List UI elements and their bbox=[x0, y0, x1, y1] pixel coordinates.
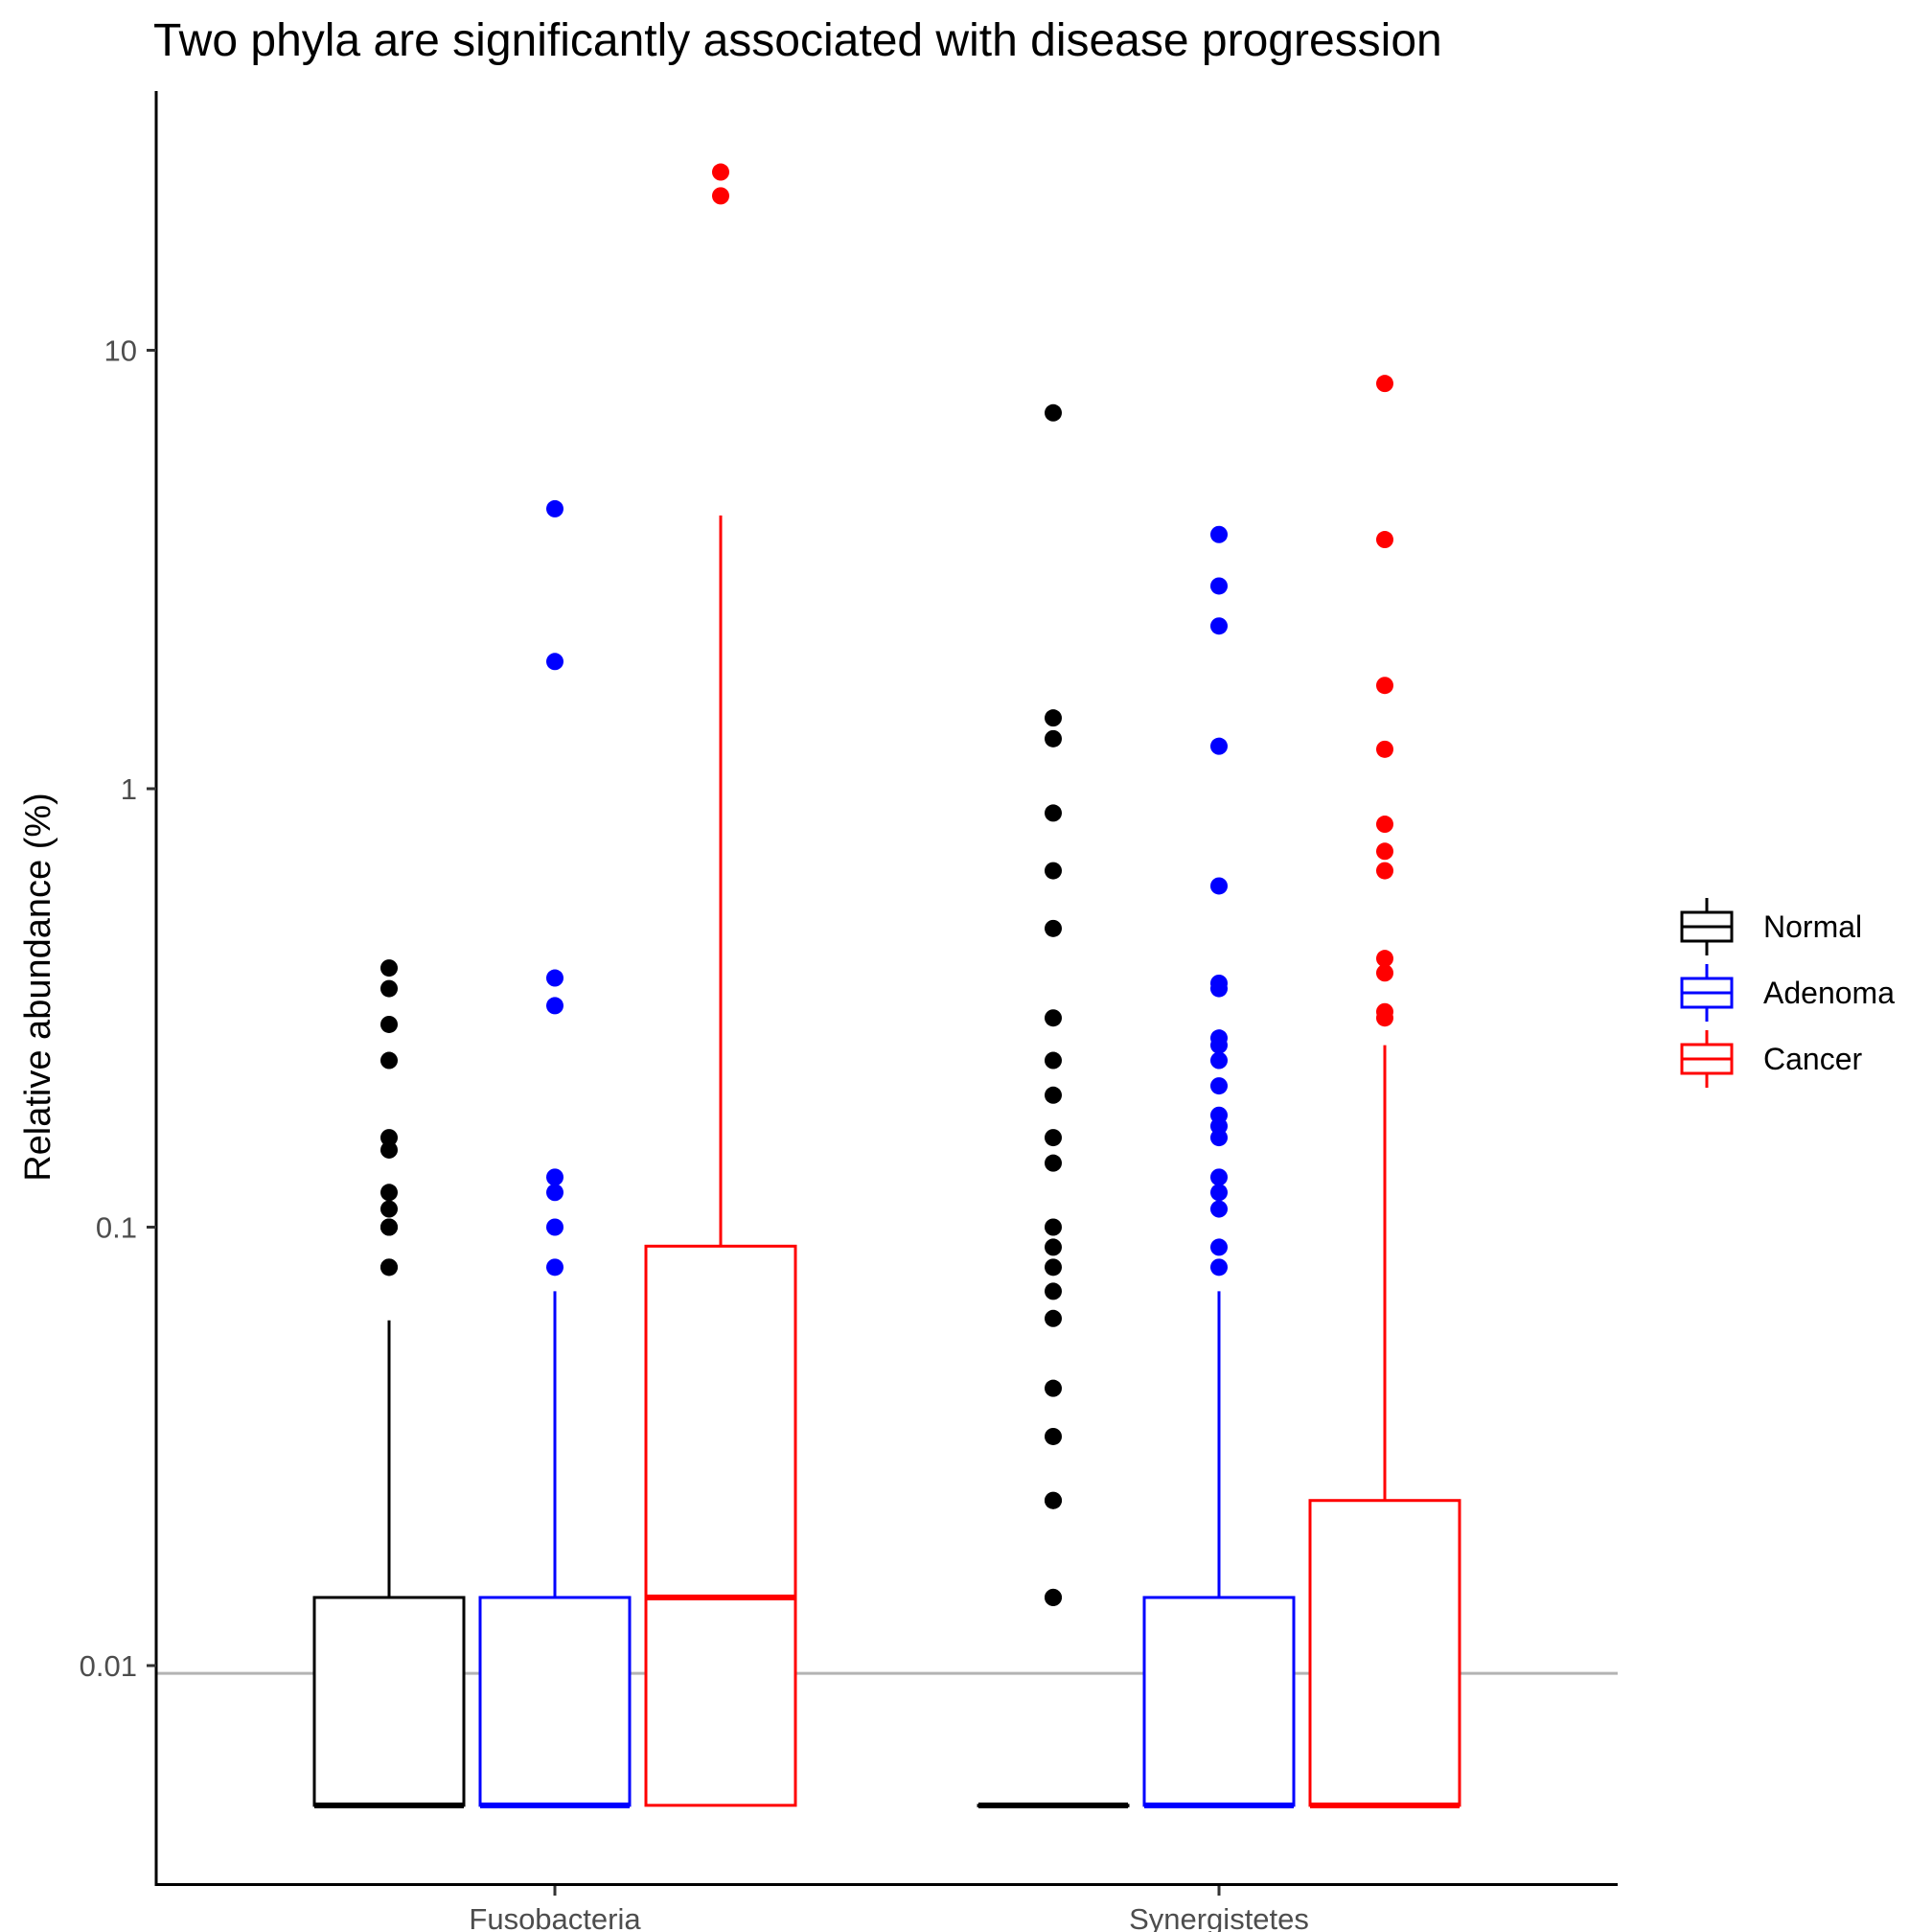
outlier-adenoma-synergistetes-2 bbox=[1210, 1200, 1228, 1218]
outlier-normal-synergistetes-12 bbox=[1045, 1129, 1062, 1147]
outlier-adenoma-synergistetes-15 bbox=[1210, 737, 1228, 755]
legend-label-cancer: Cancer bbox=[1763, 1042, 1863, 1076]
outlier-normal-synergistetes-21 bbox=[1045, 403, 1062, 422]
outlier-normal-synergistetes-9 bbox=[1045, 1238, 1062, 1256]
outlier-normal-synergistetes-6 bbox=[1045, 1309, 1062, 1327]
outlier-cancer-synergistetes-1 bbox=[1376, 1002, 1393, 1021]
outlier-adenoma-fusobacteria-1 bbox=[546, 1218, 564, 1236]
x-tick-label-fusobacteria: Fusobacteria bbox=[469, 1902, 641, 1932]
outlier-adenoma-fusobacteria-0 bbox=[546, 1258, 564, 1276]
outlier-adenoma-synergistetes-7 bbox=[1210, 1106, 1228, 1124]
outlier-normal-fusobacteria-5 bbox=[380, 1184, 398, 1202]
outlier-adenoma-fusobacteria-5 bbox=[546, 969, 564, 987]
legend: Normal Adenoma Cancer bbox=[1680, 898, 1895, 1088]
box-normal-fusobacteria bbox=[312, 1596, 466, 1807]
outliers-layer bbox=[380, 163, 1393, 1606]
y-tick-label-1: 1 bbox=[121, 772, 137, 806]
outlier-normal-synergistetes-8 bbox=[1045, 1258, 1062, 1276]
outlier-normal-fusobacteria-11 bbox=[380, 959, 398, 978]
outlier-normal-fusobacteria-1 bbox=[380, 1258, 398, 1276]
boxes-layer bbox=[312, 515, 1461, 1808]
legend-label-normal: Normal bbox=[1763, 909, 1862, 944]
outlier-normal-synergistetes-3 bbox=[1045, 1491, 1062, 1509]
outlier-adenoma-fusobacteria-3 bbox=[546, 1168, 564, 1186]
outlier-cancer-synergistetes-9 bbox=[1376, 531, 1393, 549]
outlier-normal-fusobacteria-7 bbox=[380, 1129, 398, 1147]
outlier-cancer-fusobacteria-1 bbox=[712, 163, 729, 181]
outlier-normal-synergistetes-7 bbox=[1045, 1282, 1062, 1300]
outlier-normal-synergistetes-15 bbox=[1045, 1009, 1062, 1027]
outlier-normal-fusobacteria-9 bbox=[380, 1015, 398, 1033]
outlier-adenoma-fusobacteria-7 bbox=[546, 499, 564, 518]
outlier-adenoma-synergistetes-3 bbox=[1210, 1184, 1228, 1202]
outlier-normal-synergistetes-4 bbox=[1045, 1427, 1062, 1445]
outlier-normal-synergistetes-20 bbox=[1045, 709, 1062, 727]
chart-title: Two phyla are significantly associated w… bbox=[153, 15, 1442, 66]
outlier-cancer-synergistetes-7 bbox=[1376, 740, 1393, 758]
outlier-normal-fusobacteria-3 bbox=[380, 1218, 398, 1236]
outlier-normal-synergistetes-14 bbox=[1045, 1051, 1062, 1070]
outlier-normal-synergistetes-13 bbox=[1045, 1086, 1062, 1104]
outlier-adenoma-synergistetes-13 bbox=[1210, 974, 1228, 992]
outlier-cancer-synergistetes-4 bbox=[1376, 862, 1393, 880]
outlier-adenoma-synergistetes-18 bbox=[1210, 525, 1228, 543]
outlier-cancer-synergistetes-3 bbox=[1376, 950, 1393, 968]
outlier-adenoma-synergistetes-8 bbox=[1210, 1077, 1228, 1095]
outlier-adenoma-fusobacteria-6 bbox=[546, 653, 564, 671]
outlier-normal-fusobacteria-4 bbox=[380, 1200, 398, 1218]
y-tick-label-10: 10 bbox=[104, 334, 137, 368]
outlier-cancer-synergistetes-2 bbox=[1376, 964, 1393, 982]
outlier-normal-fusobacteria-8 bbox=[380, 1051, 398, 1070]
outlier-adenoma-fusobacteria-4 bbox=[546, 997, 564, 1015]
outlier-cancer-synergistetes-8 bbox=[1376, 677, 1393, 695]
outlier-adenoma-fusobacteria-2 bbox=[546, 1184, 564, 1202]
outlier-cancer-synergistetes-6 bbox=[1376, 816, 1393, 834]
y-ticks: 0.01 0.1 1 10 bbox=[80, 334, 156, 1683]
outlier-adenoma-synergistetes-4 bbox=[1210, 1168, 1228, 1186]
outlier-adenoma-synergistetes-11 bbox=[1210, 1029, 1228, 1047]
outlier-adenoma-synergistetes-14 bbox=[1210, 877, 1228, 895]
outlier-adenoma-synergistetes-16 bbox=[1210, 617, 1228, 635]
box-adenoma-synergistetes bbox=[1142, 1596, 1296, 1807]
outlier-normal-synergistetes-5 bbox=[1045, 1379, 1062, 1397]
outlier-cancer-fusobacteria-0 bbox=[712, 187, 729, 205]
outlier-cancer-synergistetes-10 bbox=[1376, 375, 1393, 393]
outlier-adenoma-synergistetes-17 bbox=[1210, 577, 1228, 595]
outlier-normal-fusobacteria-10 bbox=[380, 979, 398, 998]
outlier-adenoma-synergistetes-1 bbox=[1210, 1238, 1228, 1256]
y-tick-label-0.1: 0.1 bbox=[96, 1211, 137, 1245]
y-axis-label: Relative abundance (%) bbox=[18, 793, 58, 1182]
outlier-normal-synergistetes-19 bbox=[1045, 729, 1062, 748]
x-tick-label-synergistetes: Synergistetes bbox=[1129, 1902, 1309, 1932]
legend-label-adenoma: Adenoma bbox=[1763, 976, 1895, 1010]
outlier-normal-synergistetes-17 bbox=[1045, 862, 1062, 880]
outlier-adenoma-synergistetes-0 bbox=[1210, 1258, 1228, 1276]
box-cancer-synergistetes bbox=[1308, 1499, 1461, 1807]
x-ticks: Fusobacteria Synergistetes bbox=[469, 1886, 1309, 1932]
outlier-normal-synergistetes-16 bbox=[1045, 919, 1062, 937]
box-cancer-fusobacteria bbox=[644, 1244, 797, 1807]
outlier-normal-fusobacteria-6 bbox=[380, 1140, 398, 1159]
outlier-normal-synergistetes-18 bbox=[1045, 804, 1062, 822]
outlier-normal-synergistetes-1 bbox=[1045, 1588, 1062, 1606]
outlier-adenoma-synergistetes-9 bbox=[1210, 1051, 1228, 1070]
box-adenoma-fusobacteria bbox=[478, 1596, 632, 1807]
y-tick-label-0.01: 0.01 bbox=[80, 1649, 137, 1683]
outlier-normal-synergistetes-10 bbox=[1045, 1218, 1062, 1236]
outlier-normal-synergistetes-11 bbox=[1045, 1154, 1062, 1172]
outlier-cancer-synergistetes-5 bbox=[1376, 842, 1393, 861]
